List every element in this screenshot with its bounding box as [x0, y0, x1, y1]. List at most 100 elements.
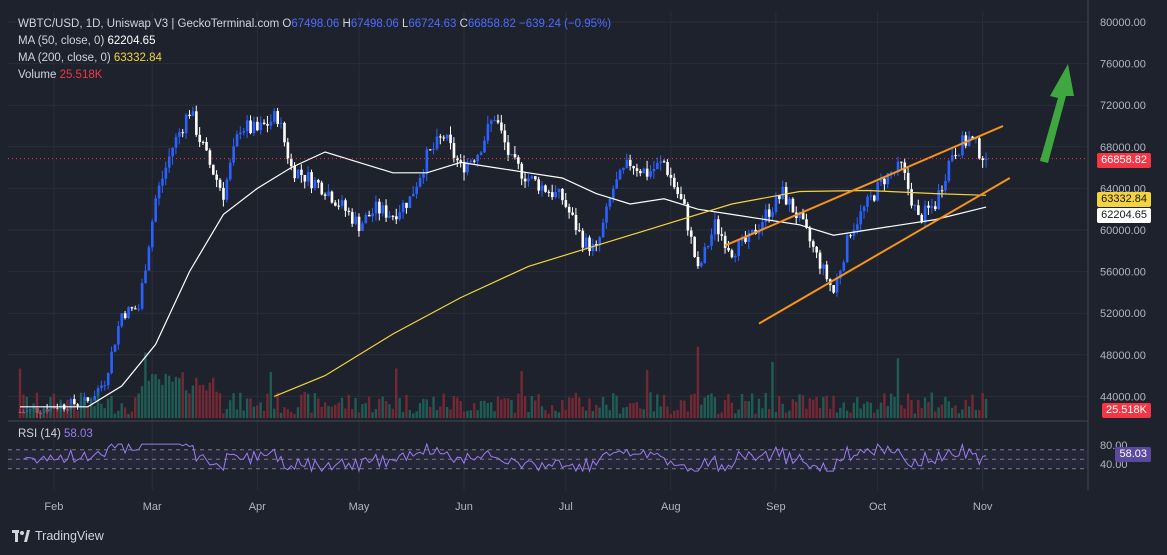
ma200-row[interactable]: MA (200, close, 0) 63332.84	[18, 52, 162, 64]
tradingview-brand[interactable]: TradingView	[12, 529, 104, 543]
volume-bar	[93, 406, 96, 418]
candle-body	[208, 150, 212, 165]
candle-body	[174, 136, 178, 148]
volume-bar	[581, 406, 584, 418]
volume-bar	[493, 411, 496, 418]
volume-bar	[266, 393, 269, 418]
volume-bar	[757, 398, 761, 418]
volume-bar	[164, 373, 167, 418]
volume-bar	[49, 396, 52, 418]
volume-bar	[388, 404, 391, 418]
candle-body	[761, 221, 764, 230]
volume-bar	[547, 413, 550, 418]
candle-body	[764, 209, 768, 222]
candle-body	[330, 191, 334, 203]
open-value: 67498.06	[291, 18, 340, 30]
candle-body	[588, 237, 591, 252]
volume-bar	[296, 407, 300, 418]
volume-bar	[327, 406, 330, 418]
volume-bar	[886, 405, 889, 418]
candle-body	[432, 148, 435, 150]
candle-body	[920, 214, 924, 223]
candle-body	[628, 159, 632, 167]
volume-bar	[18, 368, 22, 418]
volume-bar	[578, 397, 581, 418]
volume-bar	[896, 358, 900, 418]
candle-body	[222, 187, 225, 200]
volume-bar	[408, 409, 412, 418]
candle-body	[696, 257, 700, 267]
candle-body	[832, 285, 835, 293]
channel-lower-line	[758, 177, 1011, 325]
volume-bar	[937, 407, 940, 418]
volume-bar	[422, 398, 425, 418]
volume-bar	[645, 370, 649, 418]
volume-bar	[625, 407, 628, 418]
volume-bar	[693, 393, 696, 418]
volume-bar	[208, 382, 212, 418]
volume-bar	[245, 398, 249, 418]
volume-bar	[452, 396, 456, 418]
volume-bar	[761, 408, 764, 418]
volume-bar	[459, 400, 462, 418]
volume-row[interactable]: Volume 25.518K	[18, 69, 103, 81]
candle-body	[496, 120, 500, 123]
x-tick-label: Sep	[766, 501, 786, 513]
candle-body	[896, 161, 900, 173]
x-tick-label: Feb	[44, 501, 63, 513]
candle-body	[113, 344, 117, 352]
volume-bar	[137, 393, 140, 418]
candle-body	[418, 178, 422, 187]
volume-bar	[550, 405, 554, 418]
candle-body	[557, 188, 561, 193]
candle-body	[489, 120, 493, 125]
volume-bar	[571, 397, 574, 418]
candle-body	[256, 121, 259, 131]
candle-body	[913, 205, 917, 207]
volume-bar	[161, 384, 164, 418]
candle-body	[228, 162, 232, 180]
candle-body	[554, 192, 557, 198]
candle-body	[645, 168, 649, 177]
volume-bar	[984, 398, 988, 418]
candle-body	[771, 211, 774, 217]
candle-body	[584, 237, 588, 248]
volume-bar	[893, 396, 896, 418]
volume-bar	[32, 403, 35, 418]
volume-bar	[635, 402, 639, 418]
volume-tag: 25.518K	[1102, 403, 1151, 418]
volume-bar	[120, 403, 123, 418]
ma50-row[interactable]: MA (50, close, 0) 62204.65	[18, 35, 156, 47]
candle-body	[818, 252, 822, 269]
candle-body	[374, 201, 378, 214]
candle-body	[971, 136, 974, 139]
candle-body	[178, 132, 181, 137]
candle-body	[547, 191, 551, 193]
volume-bar	[632, 403, 635, 418]
candle-body	[293, 166, 296, 179]
volume-bar	[954, 405, 957, 418]
candle-body	[974, 138, 978, 140]
volume-bar	[405, 394, 408, 418]
volume-bar	[442, 393, 445, 418]
volume-bar	[967, 406, 971, 418]
volume-bar	[418, 403, 422, 418]
candle-body	[917, 205, 920, 215]
volume-bar	[845, 410, 849, 418]
volume-bar	[656, 394, 659, 418]
volume-bar	[815, 396, 818, 418]
volume-bar	[395, 368, 398, 418]
volume-bar	[866, 401, 869, 418]
volume-bar	[378, 398, 381, 418]
volume-bar	[201, 384, 205, 418]
y-tick-label: 80000.00	[1100, 17, 1146, 29]
candle-body	[730, 250, 734, 258]
rsi-legend[interactable]: RSI (14) 58.03	[18, 428, 93, 440]
candle-body	[371, 213, 374, 217]
volume-bar	[445, 407, 449, 418]
ma200-price-tag: 63332.84	[1097, 192, 1151, 207]
candle-body	[534, 176, 537, 180]
x-tick-label: Nov	[973, 501, 993, 513]
volume-bar	[754, 413, 757, 418]
